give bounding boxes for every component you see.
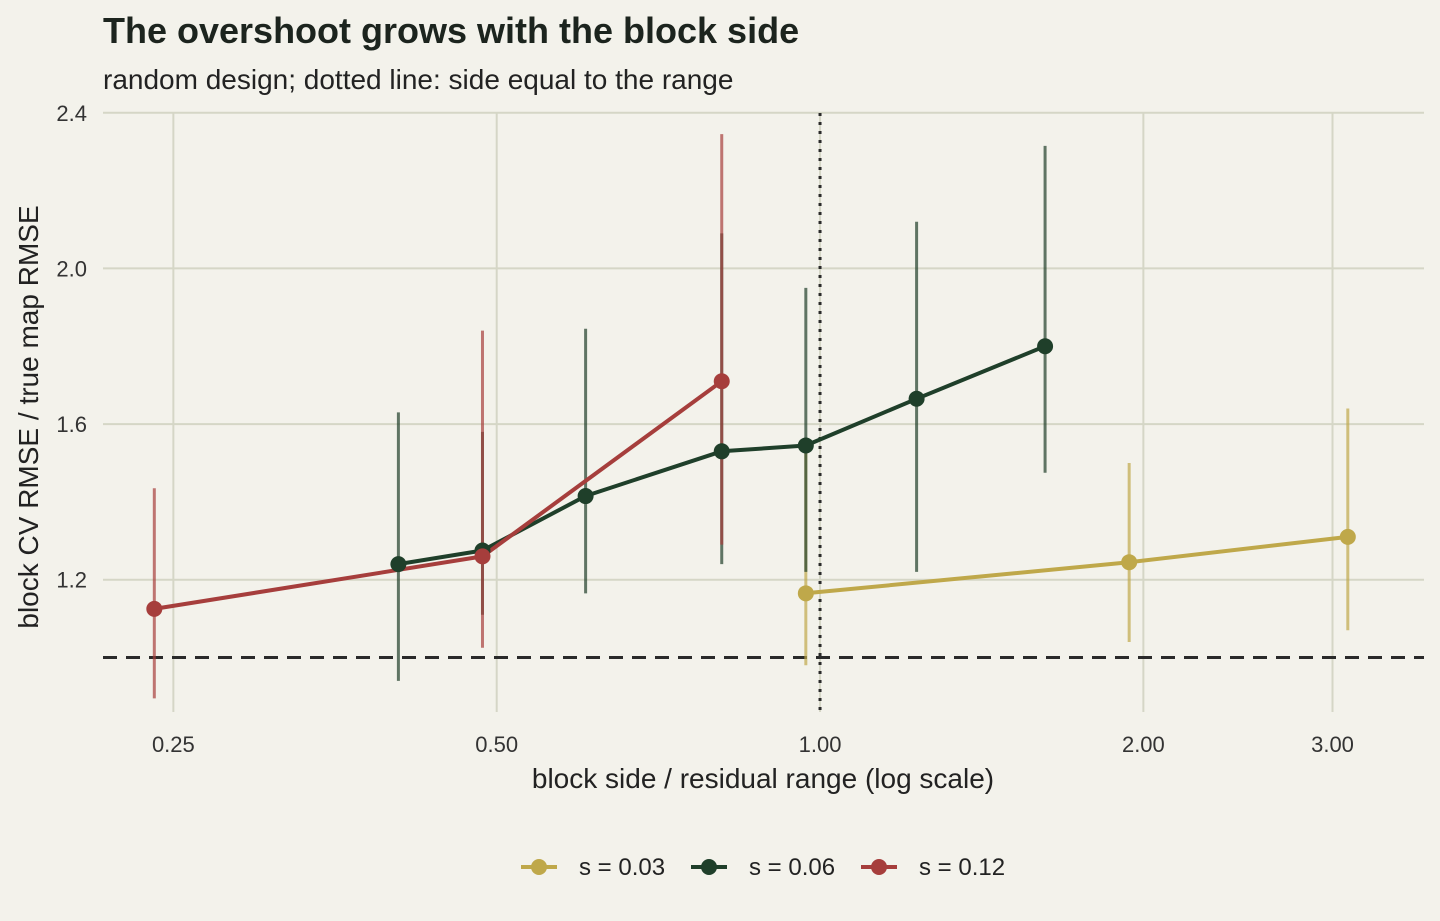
series-lines — [153, 344, 1349, 611]
data-point-s1-6 — [1037, 338, 1054, 355]
data-point-s1-2 — [577, 488, 594, 505]
y-axis-ticks: 1.2 1.6 2.0 2.4 — [56, 101, 87, 593]
chart-subtitle: random design; dotted line: side equal t… — [103, 64, 733, 95]
data-point-s1-5 — [908, 390, 925, 407]
data-point-s0-2 — [1339, 528, 1356, 545]
legend-label-1: s = 0.06 — [749, 854, 835, 881]
legend-key-dot-0 — [531, 859, 547, 875]
x-axis-label: block side / residual range (log scale) — [532, 763, 994, 794]
data-point-s2-2 — [713, 373, 730, 390]
grid — [103, 111, 1424, 712]
series-line-2 — [153, 379, 723, 611]
data-point-s0-1 — [1121, 554, 1138, 571]
x-tick-label-1: 0.50 — [475, 732, 518, 757]
series-line-0 — [805, 534, 1349, 596]
y-tick-label-2: 2.0 — [56, 256, 87, 281]
reference-lines — [103, 113, 1424, 712]
y-tick-label-3: 2.4 — [56, 101, 87, 126]
data-point-s1-4 — [797, 437, 814, 454]
x-axis-ticks: 0.25 0.50 1.00 2.00 3.00 — [152, 732, 1354, 757]
legend-label-0: s = 0.03 — [579, 854, 665, 881]
data-point-s1-0 — [390, 556, 407, 573]
data-point-s1-3 — [713, 443, 730, 460]
y-tick-label-1: 1.6 — [56, 412, 87, 437]
data-points — [146, 338, 1356, 617]
data-point-s2-0 — [146, 600, 163, 617]
x-tick-label-0: 0.25 — [152, 732, 195, 757]
x-tick-label-3: 2.00 — [1122, 732, 1165, 757]
legend-label-2: s = 0.12 — [919, 854, 1005, 881]
error-bars — [152, 134, 1350, 699]
x-tick-label-2: 1.00 — [799, 732, 842, 757]
chart-title: The overshoot grows with the block side — [103, 10, 799, 51]
legend-key-dot-2 — [871, 859, 887, 875]
data-point-s0-0 — [797, 585, 814, 602]
legend: s = 0.03 s = 0.06 s = 0.12 — [521, 854, 1005, 881]
data-point-s2-1 — [474, 548, 491, 565]
y-axis-label: block CV RMSE / true map RMSE — [13, 205, 44, 628]
legend-key-dot-1 — [701, 859, 717, 875]
y-tick-label-0: 1.2 — [56, 568, 87, 593]
x-tick-label-4: 3.00 — [1311, 732, 1354, 757]
